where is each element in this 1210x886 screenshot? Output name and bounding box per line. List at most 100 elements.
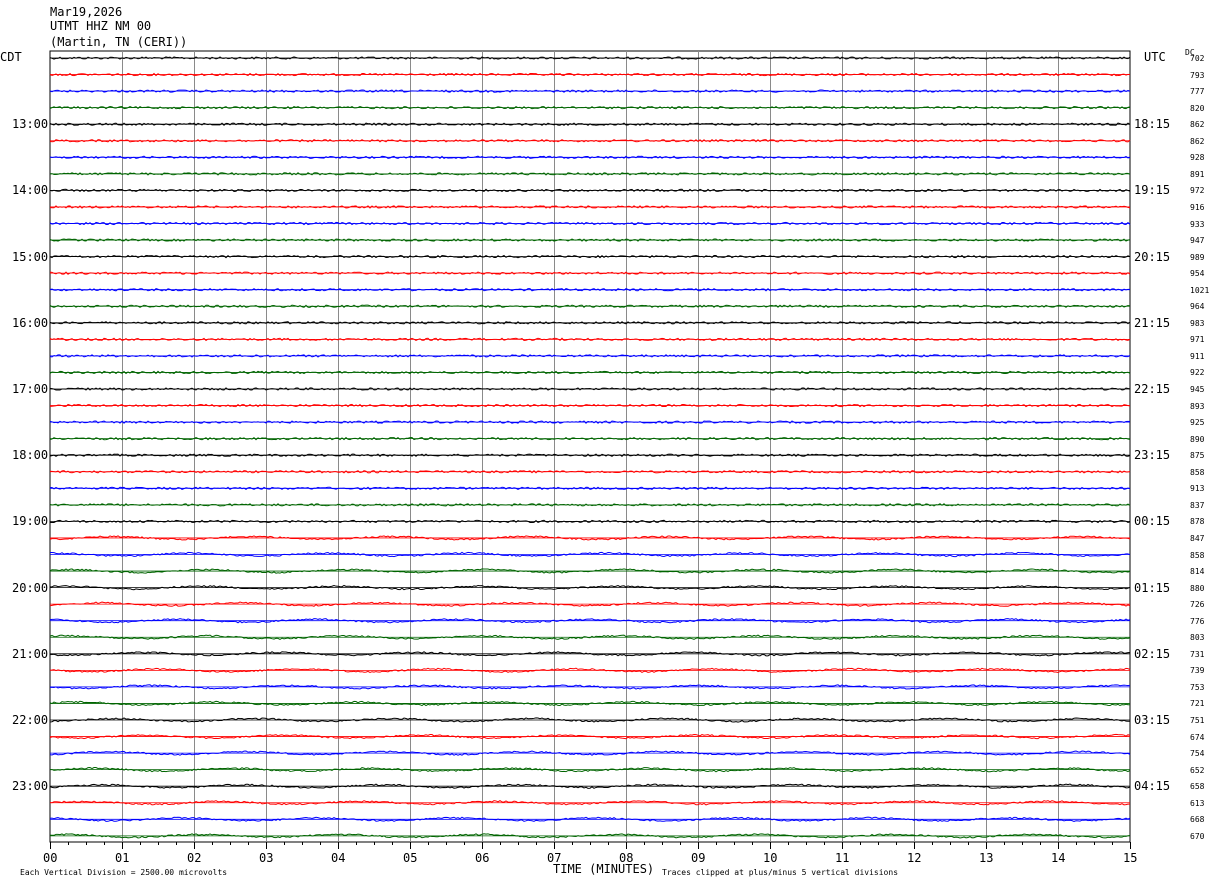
x-tick-label: 06	[475, 851, 490, 865]
dc-offset-value: 971	[1190, 335, 1205, 345]
dc-offset-value: 875	[1190, 451, 1205, 461]
left-hour-label: 22:00	[12, 713, 49, 727]
dc-offset-value: 862	[1190, 136, 1205, 146]
dc-offset-value: 613	[1190, 798, 1205, 808]
dc-offset-value: 858	[1190, 550, 1205, 560]
right-hour-label: 01:15	[1134, 580, 1171, 595]
dc-offset-value: 989	[1190, 252, 1205, 262]
dc-offset-value: 916	[1190, 202, 1205, 212]
dc-offset-value: 890	[1190, 434, 1205, 444]
dc-offset-value: 972	[1190, 186, 1205, 196]
dc-offset-value: 668	[1190, 815, 1205, 825]
x-tick-label: 03	[259, 851, 274, 865]
x-tick-label: 08	[619, 851, 634, 865]
right-hour-label: 19:15	[1134, 183, 1171, 198]
dc-offset-value: 726	[1190, 600, 1205, 610]
right-hour-label: 03:15	[1134, 713, 1171, 727]
left-hour-label: 18:00	[12, 448, 49, 463]
left-hour-label: 14:00	[12, 183, 49, 198]
x-tick-label: 02	[187, 851, 202, 865]
dc-offset-value: 911	[1190, 351, 1205, 361]
right-hour-label: 22:15	[1134, 382, 1171, 396]
x-tick-label: 13	[979, 851, 994, 865]
x-tick-label: 01	[115, 851, 130, 865]
seismic-trace	[49, 238, 1131, 242]
seismic-trace	[49, 634, 1131, 640]
dc-offset-value: 751	[1190, 716, 1205, 725]
x-tick-label: 14	[1051, 851, 1066, 865]
seismic-trace	[49, 601, 1131, 607]
dc-offset-value: 721	[1190, 699, 1205, 709]
dc-offset-value: 739	[1190, 666, 1205, 676]
footer-clip-note: Traces clipped at plus/minus 5 vertical …	[662, 868, 899, 877]
seismic-trace	[49, 800, 1131, 806]
right-timezone-label: UTC	[1144, 50, 1166, 64]
seismic-trace	[49, 717, 1131, 723]
dc-offset-value: 925	[1190, 418, 1205, 428]
dc-offset-value: 858	[1190, 467, 1205, 477]
dc-offset-value: 983	[1190, 318, 1205, 328]
dc-offset-value: 893	[1190, 401, 1205, 411]
dc-offset-value: 670	[1190, 831, 1205, 841]
left-hour-label: 16:00	[12, 315, 49, 330]
dc-offset-value: 947	[1190, 236, 1205, 246]
seismic-trace	[49, 618, 1131, 624]
dc-offset-value: 777	[1190, 87, 1205, 97]
seismic-trace	[49, 535, 1131, 541]
dc-offset-value: 891	[1190, 169, 1205, 179]
right-hour-label: 00:15	[1134, 514, 1171, 529]
dc-offset-value: 803	[1190, 633, 1205, 643]
seismic-trace	[49, 453, 1131, 458]
seismic-trace	[49, 354, 1131, 358]
x-tick-label: 10	[763, 851, 778, 865]
left-hour-label: 20:00	[12, 580, 49, 595]
right-hour-label: 04:15	[1134, 779, 1171, 794]
x-tick-label: 11	[835, 851, 850, 865]
dc-offset-value: 793	[1190, 70, 1205, 80]
dc-offset-value: 862	[1190, 120, 1205, 130]
dc-offset-value: 814	[1190, 567, 1205, 577]
dc-offset-value: 652	[1190, 765, 1205, 775]
seismic-trace	[49, 403, 1131, 408]
seismic-trace	[49, 733, 1131, 740]
seismic-trace	[49, 667, 1131, 674]
dc-offset-value: 933	[1190, 219, 1205, 229]
x-tick-label: 07	[547, 851, 562, 865]
dc-offset-value: 847	[1190, 533, 1205, 543]
seismic-trace	[49, 155, 1131, 160]
right-hour-label: 23:15	[1134, 448, 1171, 463]
dc-offset-value: 837	[1190, 500, 1205, 510]
seismic-trace	[49, 56, 1131, 60]
seismic-trace	[49, 486, 1131, 491]
right-hour-label: 18:15	[1134, 117, 1171, 132]
dc-offset-value: 753	[1190, 682, 1205, 692]
dc-offset-value: 964	[1190, 302, 1205, 312]
left-hour-label: 19:00	[12, 514, 49, 529]
right-hour-label: 02:15	[1134, 646, 1171, 661]
footer-scale-note: Each Vertical Division = 2500.00 microvo…	[20, 868, 228, 877]
left-hour-label: 17:00	[12, 382, 49, 396]
x-axis-label: TIME (MINUTES)	[553, 862, 655, 876]
x-tick-label: 05	[403, 851, 418, 865]
right-hour-label: 21:15	[1134, 315, 1171, 330]
x-tick-label: 12	[907, 851, 922, 865]
dc-offset-value: 945	[1190, 385, 1205, 394]
seismic-trace	[49, 783, 1131, 789]
dc-offset-value: 880	[1190, 583, 1205, 593]
dc-offset-value: 878	[1190, 517, 1205, 527]
dc-offset-value: 754	[1190, 749, 1205, 759]
dc-offset-value: 928	[1190, 153, 1205, 163]
header-date: Mar19,2026	[50, 5, 123, 19]
dc-label: DC	[1185, 48, 1195, 57]
left-hour-label: 21:00	[12, 646, 49, 661]
seismic-trace	[49, 651, 1131, 657]
seismic-trace	[49, 254, 1131, 259]
left-hour-label: 23:00	[12, 779, 49, 794]
dc-offset-value: 1021	[1190, 285, 1210, 295]
seismic-trace	[49, 750, 1131, 756]
dc-offset-value: 702	[1190, 54, 1205, 63]
seismic-trace	[49, 89, 1131, 93]
seismic-trace	[49, 304, 1131, 308]
seismic-trace	[49, 387, 1131, 391]
